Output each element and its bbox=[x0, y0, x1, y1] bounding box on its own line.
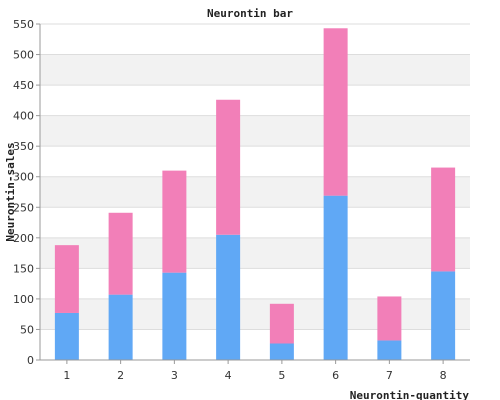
bar-series-2-cat-5 bbox=[269, 303, 294, 344]
y-tick-label: 550 bbox=[13, 18, 34, 31]
grid-band bbox=[40, 24, 470, 55]
grid-band bbox=[40, 54, 470, 86]
bar-series-2-cat-8 bbox=[431, 167, 456, 272]
x-tick-label: 5 bbox=[278, 369, 285, 382]
x-tick-label: 4 bbox=[225, 369, 232, 382]
bar-series-1-cat-5 bbox=[269, 343, 294, 360]
bar-series-2-cat-1 bbox=[54, 245, 79, 313]
grid-band bbox=[40, 85, 470, 116]
grid-band bbox=[40, 329, 470, 360]
grid-band bbox=[40, 146, 470, 177]
x-tick-label: 6 bbox=[332, 369, 339, 382]
y-tick-label: 0 bbox=[27, 354, 34, 367]
x-tick-label: 1 bbox=[63, 369, 70, 382]
y-tick-label: 500 bbox=[13, 49, 34, 62]
y-tick-label: 400 bbox=[13, 110, 34, 123]
y-tick-labels: 0 50 100 150 200 250 300 350 400 450 500 550 bbox=[13, 18, 34, 367]
grid-band bbox=[40, 207, 470, 238]
y-tick-label: 100 bbox=[13, 293, 34, 306]
bar-series-1-cat-8 bbox=[431, 271, 456, 360]
grid-band bbox=[40, 237, 470, 269]
y-tick-label: 150 bbox=[13, 262, 34, 275]
bar-series-2-cat-2 bbox=[108, 212, 133, 295]
y-tick-label: 300 bbox=[13, 171, 34, 184]
y-tick-label: 450 bbox=[13, 79, 34, 92]
grid-band bbox=[40, 115, 470, 147]
y-tick-label: 250 bbox=[13, 201, 34, 214]
bar-series-1-cat-4 bbox=[216, 234, 241, 360]
bar-series-2-cat-6 bbox=[323, 28, 348, 196]
y-tick-label: 50 bbox=[20, 323, 34, 336]
bar-series-1-cat-2 bbox=[108, 294, 133, 360]
x-tick-label: 3 bbox=[171, 369, 178, 382]
bar-series-1-cat-1 bbox=[54, 312, 79, 360]
x-axis-label: Neurontin-quantity bbox=[350, 389, 470, 400]
chart-title: Neurontin bar bbox=[207, 7, 293, 20]
bar-series-2-cat-3 bbox=[162, 170, 187, 273]
grid-band bbox=[40, 176, 470, 208]
x-tick-label: 2 bbox=[117, 369, 124, 382]
x-tick-labels: 1 2 3 4 5 6 7 8 bbox=[63, 369, 446, 382]
bar-series-2-cat-4 bbox=[216, 99, 241, 235]
y-tick-label: 200 bbox=[13, 232, 34, 245]
bar-series-2-cat-7 bbox=[377, 296, 402, 341]
bar-series-1-cat-3 bbox=[162, 272, 187, 360]
bar-series-1-cat-7 bbox=[377, 340, 402, 360]
x-tick-label: 8 bbox=[440, 369, 447, 382]
bars bbox=[54, 28, 456, 360]
y-tick-label: 350 bbox=[13, 140, 34, 153]
x-tick-label: 7 bbox=[386, 369, 393, 382]
grid-band bbox=[40, 268, 470, 299]
bar-series-1-cat-6 bbox=[323, 195, 348, 360]
axes bbox=[36, 23, 470, 364]
grid-band bbox=[40, 298, 470, 330]
y-axis-label: Neurontin-sales bbox=[4, 142, 17, 241]
grid-bands bbox=[40, 24, 470, 360]
